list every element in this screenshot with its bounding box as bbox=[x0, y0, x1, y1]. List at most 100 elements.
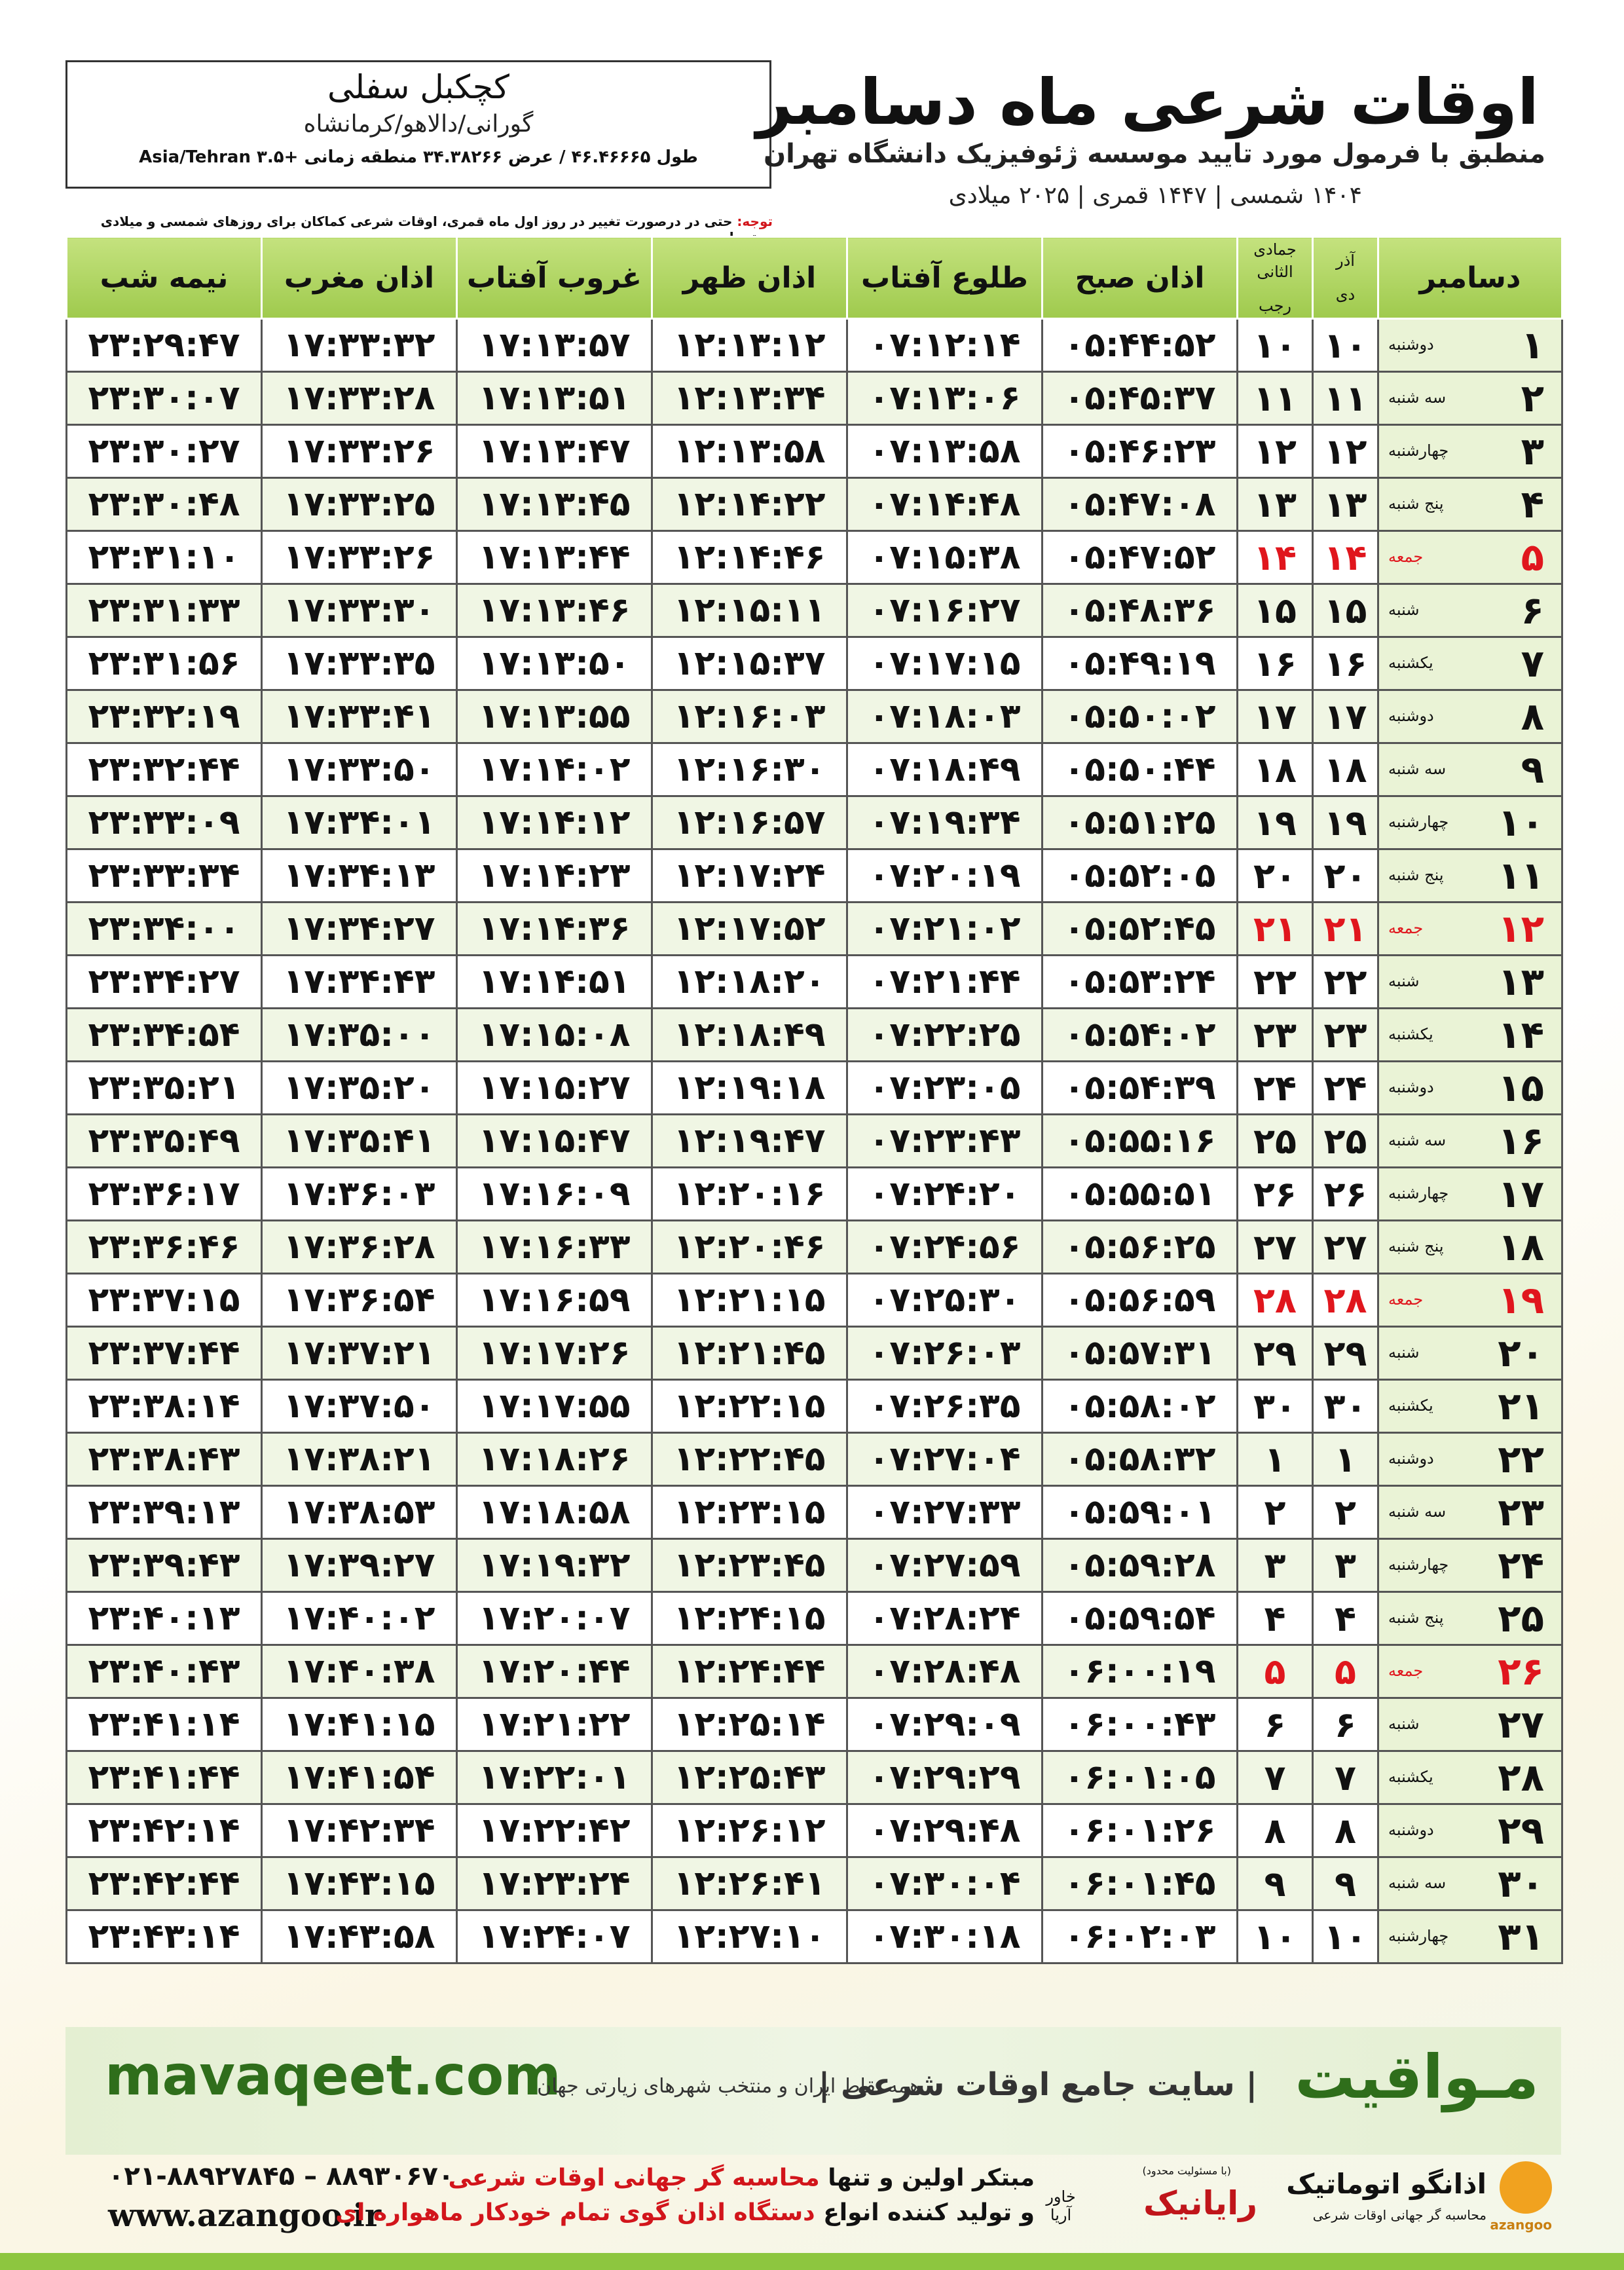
time: ۰۵:۴۵:۳۷ bbox=[1041, 371, 1238, 426]
time: ۰۵:۵۵:۵۱ bbox=[1041, 1166, 1238, 1221]
time: ۱۷:۱۴:۰۲ bbox=[456, 742, 653, 797]
weekday: شنبه bbox=[1388, 601, 1420, 619]
time: ۱۷:۳۶:۵۴ bbox=[261, 1273, 458, 1328]
time: ۱۲:۱۵:۱۱ bbox=[651, 583, 848, 638]
time: ۱۷:۳۳:۳۰ bbox=[261, 583, 458, 638]
lunar-day: ۱۷ bbox=[1312, 689, 1379, 744]
table-row: ۲۶ جمعه ۵ ۵ ۰۶:۰۰:۱۹ ۰۷:۲۸:۴۸ ۱۲:۲۴:۴۴ ۱۷:۲۰:۴۴… bbox=[65, 1644, 1563, 1699]
weekday: چهارشنبه bbox=[1388, 813, 1449, 831]
time: ۱۷:۴۰:۳۸ bbox=[261, 1644, 458, 1699]
subtitle: منطبق با فرمول مورد تایید موسسه ژئوفیزیک… bbox=[763, 139, 1545, 169]
time: ۰۷:۲۱:۰۲ bbox=[846, 901, 1043, 956]
column-header: نیمه شب bbox=[65, 236, 263, 320]
time: ۲۳:۳۱:۱۰ bbox=[65, 530, 263, 585]
web[interactable]: www.azangoo.ir bbox=[108, 2197, 382, 2234]
table-row: ۱۶ سه شنبه ۲۵ ۲۵ ۰۵:۵۵:۱۶ ۰۷:۲۳:۴۳ ۱۲:۱۹:۴۷ ۱۷:… bbox=[65, 1113, 1563, 1168]
time: ۰۵:۵۷:۳۱ bbox=[1041, 1326, 1238, 1381]
time: ۱۷:۱۹:۳۲ bbox=[456, 1538, 653, 1593]
time: ۱۲:۱۳:۵۸ bbox=[651, 424, 848, 479]
time: ۲۳:۳۷:۱۵ bbox=[65, 1273, 263, 1328]
time: ۰۷:۱۵:۳۸ bbox=[846, 530, 1043, 585]
time: ۱۲:۲۶:۴۱ bbox=[651, 1856, 848, 1911]
time: ۲۳:۳۰:۰۷ bbox=[65, 371, 263, 426]
lunar-day: ۲۴ bbox=[1236, 1060, 1314, 1115]
time: ۱۷:۱۶:۳۳ bbox=[456, 1219, 653, 1275]
lunar-day: ۹ bbox=[1236, 1856, 1314, 1911]
day-number: ۲۹ bbox=[1498, 1808, 1544, 1853]
table-row: ۳۰ سه شنبه ۹ ۹ ۰۶:۰۱:۴۵ ۰۷:۳۰:۰۴ ۱۲:۲۶:۴۱ ۱۷:۲۳… bbox=[65, 1856, 1563, 1911]
column-header-label: اذان مغرب bbox=[284, 261, 435, 295]
lunar-day: ۲۳ bbox=[1312, 1007, 1379, 1062]
time: ۱۷:۳۷:۵۰ bbox=[261, 1379, 458, 1434]
time: ۰۷:۱۲:۱۴ bbox=[846, 318, 1043, 373]
lunar-day: ۲۷ bbox=[1236, 1219, 1314, 1275]
lunar-day: ۱۶ bbox=[1312, 636, 1379, 691]
table-row: ۲۸ یکشنبه ۷ ۷ ۰۶:۰۱:۰۵ ۰۷:۲۹:۲۹ ۱۲:۲۵:۴۳ ۱۷:۲۲:… bbox=[65, 1750, 1563, 1805]
time: ۲۳:۳۴:۰۰ bbox=[65, 901, 263, 956]
time: ۱۷:۴۱:۱۵ bbox=[261, 1697, 458, 1752]
day-number: ۱ bbox=[1521, 323, 1544, 367]
day-number: ۱۷ bbox=[1498, 1172, 1544, 1216]
time: ۱۷:۴۲:۳۴ bbox=[261, 1803, 458, 1858]
day-number: ۳۱ bbox=[1498, 1914, 1544, 1959]
weekday: جمعه bbox=[1388, 548, 1424, 566]
time: ۰۵:۵۶:۲۵ bbox=[1041, 1219, 1238, 1275]
time: ۰۶:۰۰:۱۹ bbox=[1041, 1644, 1238, 1699]
lunar-day: ۱۶ bbox=[1236, 636, 1314, 691]
day-cell: ۷ یکشنبه bbox=[1377, 636, 1563, 691]
weekday: دوشنبه bbox=[1388, 335, 1434, 354]
time: ۱۲:۲۰:۴۶ bbox=[651, 1219, 848, 1275]
time: ۰۷:۱۹:۳۴ bbox=[846, 795, 1043, 850]
time: ۲۳:۳۷:۴۴ bbox=[65, 1326, 263, 1381]
weekday: دوشنبه bbox=[1388, 707, 1434, 725]
table-row: ۹ سه شنبه ۱۸ ۱۸ ۰۵:۵۰:۴۴ ۰۷:۱۸:۴۹ ۱۲:۱۶:۳۰ ۱۷:۱… bbox=[65, 742, 1563, 797]
logo-azangoo: اذانگو اتوماتیک bbox=[1286, 2168, 1486, 2200]
location-box: کچکبل سفلی گورانی/دالاهو/کرمانشاه طول ۴۶… bbox=[65, 60, 771, 189]
time: ۰۵:۵۴:۳۹ bbox=[1041, 1060, 1238, 1115]
lunar-day: ۱۹ bbox=[1236, 795, 1314, 850]
time: ۱۲:۱۹:۴۷ bbox=[651, 1113, 848, 1168]
table-row: ۱۵ دوشنبه ۲۴ ۲۴ ۰۵:۵۴:۳۹ ۰۷:۲۳:۰۵ ۱۲:۱۹:۱۸ ۱۷:۱… bbox=[65, 1060, 1563, 1115]
time: ۱۷:۱۵:۰۸ bbox=[456, 1007, 653, 1062]
bottom-line bbox=[0, 2253, 1624, 2270]
lunar-day: ۱ bbox=[1236, 1432, 1314, 1487]
time: ۰۵:۵۹:۲۸ bbox=[1041, 1538, 1238, 1593]
lunar-day: ۲۲ bbox=[1312, 954, 1379, 1009]
time: ۲۳:۳۸:۴۳ bbox=[65, 1432, 263, 1487]
weekday: چهارشنبه bbox=[1388, 441, 1449, 460]
time: ۰۵:۵۹:۵۴ bbox=[1041, 1591, 1238, 1646]
time: ۱۷:۳۳:۳۲ bbox=[261, 318, 458, 373]
site-url[interactable]: mavaqeet.com bbox=[105, 2043, 561, 2108]
day-cell: ۳ چهارشنبه bbox=[1377, 424, 1563, 479]
day-cell: ۲۴ چهارشنبه bbox=[1377, 1538, 1563, 1593]
time: ۰۵:۵۵:۱۶ bbox=[1041, 1113, 1238, 1168]
column-header-label: نیمه شب bbox=[100, 261, 229, 295]
column-header-top: جمادی الثانی bbox=[1253, 240, 1297, 281]
day-cell: ۲۵ پنج شنبه bbox=[1377, 1591, 1563, 1646]
lunar-day: ۲۱ bbox=[1312, 901, 1379, 956]
time: ۰۷:۲۴:۲۰ bbox=[846, 1166, 1043, 1221]
weekday: جمعه bbox=[1388, 1290, 1424, 1309]
weekday: چهارشنبه bbox=[1388, 1927, 1449, 1945]
table-row: ۶ شنبه ۱۵ ۱۵ ۰۵:۴۸:۳۶ ۰۷:۱۶:۲۷ ۱۲:۱۵:۱۱ ۱۷:۱۳:۴… bbox=[65, 583, 1563, 638]
time: ۲۳:۴۰:۴۳ bbox=[65, 1644, 263, 1699]
time: ۱۲:۲۷:۱۰ bbox=[651, 1909, 848, 1964]
table-row: ۱ دوشنبه ۱۰ ۱۰ ۰۵:۴۴:۵۲ ۰۷:۱۲:۱۴ ۱۲:۱۳:۱۲ ۱۷:۱۳… bbox=[65, 318, 1563, 373]
lunar-day: ۲۷ bbox=[1312, 1219, 1379, 1275]
time: ۱۷:۱۵:۲۷ bbox=[456, 1060, 653, 1115]
time: ۱۷:۳۳:۲۶ bbox=[261, 424, 458, 479]
time: ۱۲:۱۸:۴۹ bbox=[651, 1007, 848, 1062]
time: ۰۵:۵۸:۰۲ bbox=[1041, 1379, 1238, 1434]
logo-sub: محاسبه گر جهانی اوقات شرعی bbox=[1312, 2207, 1486, 2223]
lunar-day: ۹ bbox=[1312, 1856, 1379, 1911]
time: ۲۳:۳۳:۳۴ bbox=[65, 848, 263, 903]
table-row: ۲۷ شنبه ۶ ۶ ۰۶:۰۰:۴۳ ۰۷:۲۹:۰۹ ۱۲:۲۵:۱۴ ۱۷:۲۱:۲۲… bbox=[65, 1697, 1563, 1752]
time: ۱۷:۲۲:۰۱ bbox=[456, 1750, 653, 1805]
time: ۲۳:۳۰:۴۸ bbox=[65, 477, 263, 532]
day-number: ۲۳ bbox=[1498, 1490, 1544, 1535]
day-cell: ۲۹ دوشنبه bbox=[1377, 1803, 1563, 1858]
lunar-day: ۱۳ bbox=[1312, 477, 1379, 532]
time: ۲۳:۳۹:۴۳ bbox=[65, 1538, 263, 1593]
time: ۱۷:۱۴:۲۳ bbox=[456, 848, 653, 903]
column-header: غروب آفتاب bbox=[456, 236, 653, 320]
